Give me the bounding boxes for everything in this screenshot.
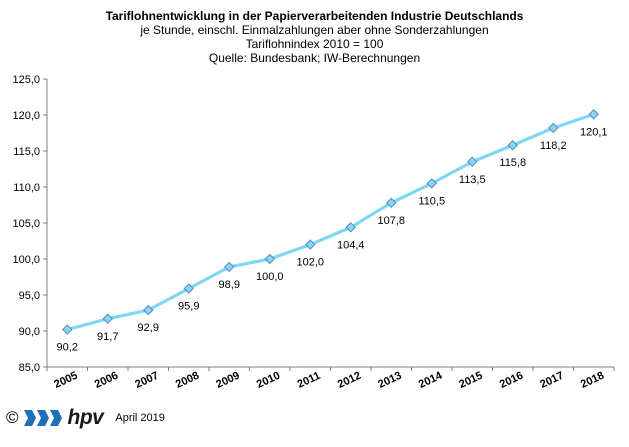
chart-title: Tariflohnentwicklung in der Papierverarb… bbox=[105, 9, 524, 23]
data-point-marker bbox=[507, 140, 518, 151]
chart-subtitle-2: Tariflohnindex 2010 = 100 bbox=[245, 37, 384, 51]
data-label: 90,2 bbox=[57, 342, 78, 354]
copyright-symbol: © bbox=[6, 408, 19, 427]
data-point-marker bbox=[426, 178, 437, 189]
y-tick-label: 125,0 bbox=[12, 74, 40, 86]
y-tick-label: 90,0 bbox=[19, 326, 40, 338]
data-label: 92,9 bbox=[138, 322, 159, 334]
data-label: 113,5 bbox=[459, 174, 486, 186]
y-tick-label: 115,0 bbox=[13, 146, 40, 158]
data-point-marker bbox=[467, 156, 478, 168]
data-point-marker bbox=[345, 222, 356, 233]
x-tick-label: 2006 bbox=[93, 370, 120, 391]
data-label: 95,9 bbox=[178, 301, 199, 313]
x-tick-label: 2010 bbox=[255, 370, 282, 391]
footer: © hpv April 2019 bbox=[6, 406, 165, 430]
footer-date: April 2019 bbox=[115, 412, 165, 424]
chart-subtitle-1: je Stunde, einschl. Einmalzahlungen aber… bbox=[140, 23, 489, 37]
y-tick-label: 95,0 bbox=[19, 290, 40, 302]
y-tick-label: 105,0 bbox=[12, 218, 40, 230]
data-point-marker bbox=[588, 109, 599, 120]
x-tick-label: 2017 bbox=[538, 370, 565, 391]
data-label: 107,8 bbox=[377, 215, 405, 227]
x-tick-label: 2016 bbox=[498, 370, 525, 391]
x-tick-label: 2014 bbox=[417, 369, 445, 391]
x-tick-label: 2005 bbox=[52, 370, 79, 391]
data-label: 98,9 bbox=[219, 279, 240, 291]
y-tick-label: 110,0 bbox=[13, 182, 40, 194]
series-line bbox=[66, 112, 595, 332]
data-label: 91,7 bbox=[97, 331, 118, 343]
data-label: 115,8 bbox=[499, 157, 526, 169]
logo-text: hpv bbox=[67, 406, 104, 429]
hpv-logo: hpv bbox=[22, 406, 104, 430]
data-point-marker bbox=[183, 283, 194, 294]
x-tick-label: 2009 bbox=[214, 370, 241, 391]
chart-titles: Tariflohnentwicklung in der Papierverarb… bbox=[0, 9, 629, 65]
data-point-marker bbox=[305, 239, 316, 250]
data-label: 104,4 bbox=[337, 239, 365, 251]
y-tick-label: 120,0 bbox=[12, 110, 40, 122]
data-label: 102,0 bbox=[296, 257, 324, 269]
x-tick-label: 2012 bbox=[336, 370, 363, 391]
data-point-marker bbox=[264, 253, 275, 265]
data-label: 120,1 bbox=[580, 126, 608, 138]
x-tick-label: 2011 bbox=[296, 370, 323, 391]
data-label: 100,0 bbox=[256, 271, 284, 283]
data-point-marker bbox=[386, 197, 397, 209]
y-tick-label: 85,0 bbox=[19, 362, 40, 374]
x-tick-label: 2018 bbox=[579, 370, 606, 391]
x-tick-label: 2007 bbox=[133, 370, 160, 391]
data-point-marker bbox=[143, 304, 154, 316]
data-point-marker bbox=[62, 324, 73, 335]
chart-subtitle-3: Quelle: Bundesbank; IW-Berechnungen bbox=[208, 51, 421, 65]
data-point-marker bbox=[548, 122, 559, 134]
data-point-marker bbox=[224, 261, 235, 273]
data-point-marker bbox=[102, 313, 113, 324]
y-tick-label: 100,0 bbox=[12, 254, 40, 266]
x-tick-label: 2013 bbox=[376, 370, 403, 391]
x-tick-label: 2015 bbox=[457, 370, 484, 391]
data-label: 118,2 bbox=[540, 140, 567, 152]
data-label: 110,5 bbox=[418, 195, 445, 207]
x-tick-label: 2008 bbox=[174, 370, 201, 391]
logo-mark-icon bbox=[23, 410, 62, 426]
